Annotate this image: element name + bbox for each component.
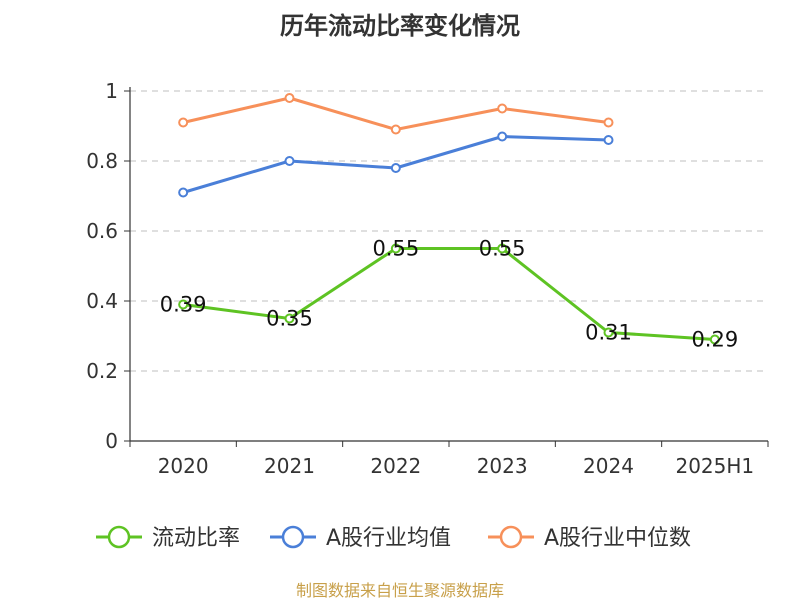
y-tick-label: 0.2 [86,359,118,383]
data-point [284,93,295,103]
data-point [284,156,295,166]
data-point [390,124,401,135]
data-point [390,163,401,173]
x-tick-label: 2025H1 [675,454,754,478]
data-point [178,299,189,310]
data-label: 0.35 [266,307,313,331]
data-point [178,187,189,198]
data-point [390,243,401,254]
series-line [182,247,715,341]
legend-marker [107,525,131,549]
legend-label: A股行业均值 [326,526,451,551]
legend: 流动比率 A股行业均值 A股行业中位数 [96,525,691,551]
data-point [603,135,614,145]
source-note: 制图数据来自恒生聚源数据库 [296,581,504,600]
y-tick-label: 0.4 [86,289,118,313]
data-label: 0.55 [372,237,419,261]
data-label: 0.31 [585,321,632,345]
legend-marker [281,525,305,549]
legend-label: A股行业中位数 [544,526,691,551]
series-lines [178,93,720,345]
data-label: 0.39 [160,293,207,317]
data-point [497,131,508,142]
data-point [603,117,614,128]
x-tick-label: 2023 [477,454,528,478]
legend-label: 流动比率 [152,526,240,551]
data-point [603,327,614,338]
data-label: 0.55 [479,237,526,261]
grid-lines [130,90,768,372]
x-tick-label: 2020 [158,454,209,478]
y-tick-label: 0.6 [86,219,118,243]
y-tick-label: 1 [105,79,118,103]
axes: 0 0.2 0.4 0.6 0.8 1 2020 2021 2022 2023 2024 2025H1 [86,79,769,478]
data-labels: 0.39 0.35 0.55 0.55 0.31 0.29 [160,237,738,352]
data-point [709,334,720,345]
y-tick-label: 0 [105,429,118,453]
data-label: 0.29 [691,328,738,352]
x-tick-label: 2022 [370,454,421,478]
y-tick-label: 0.8 [86,149,118,173]
legend-marker [499,525,523,549]
x-tick-label: 2024 [583,454,634,478]
data-point [497,243,508,254]
data-point [497,103,508,114]
data-point [178,117,189,128]
chart-title: 历年流动比率变化情况 [280,12,520,40]
x-tick-label: 2021 [264,454,315,478]
data-point [284,313,295,324]
